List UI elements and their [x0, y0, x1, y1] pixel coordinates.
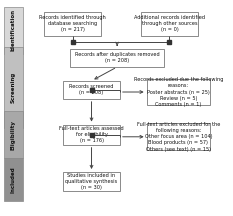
Text: Records identified through
database searching
(n = 217): Records identified through database sear…	[39, 15, 106, 32]
Text: Screening: Screening	[10, 72, 16, 103]
Text: Identification: Identification	[10, 9, 16, 51]
Text: Records excluded due the following
reasons:
Poster abstracts (n = 25)
Review (n : Records excluded due the following reaso…	[134, 77, 223, 107]
Bar	[70, 49, 164, 67]
Bar	[63, 81, 120, 99]
Bar	[147, 124, 210, 150]
Bar	[4, 158, 23, 201]
Bar	[141, 11, 198, 36]
Text: Records after duplicates removed
(n = 208): Records after duplicates removed (n = 20…	[75, 52, 159, 64]
Bar	[4, 111, 23, 158]
Bar	[63, 172, 120, 191]
Bar	[4, 47, 23, 128]
Text: Eligibility: Eligibility	[10, 120, 16, 150]
Text: Included: Included	[10, 166, 16, 193]
Text: Additional records identified
through other sources
(n = 0): Additional records identified through ot…	[134, 15, 205, 32]
Bar	[4, 7, 23, 54]
Text: Full-text articles assessed
for eligibility
(n = 176): Full-text articles assessed for eligibil…	[59, 126, 124, 143]
Bar	[63, 125, 120, 145]
Bar	[44, 11, 101, 36]
Text: Full-text articles excluded for the
following reasons:
Other focus area (n = 104: Full-text articles excluded for the foll…	[137, 122, 220, 152]
Text: Studies included in
qualitative synthesis
(n = 30): Studies included in qualitative synthesi…	[65, 173, 118, 190]
Text: Records screened
(n = 208): Records screened (n = 208)	[69, 84, 114, 95]
Bar	[147, 79, 210, 105]
